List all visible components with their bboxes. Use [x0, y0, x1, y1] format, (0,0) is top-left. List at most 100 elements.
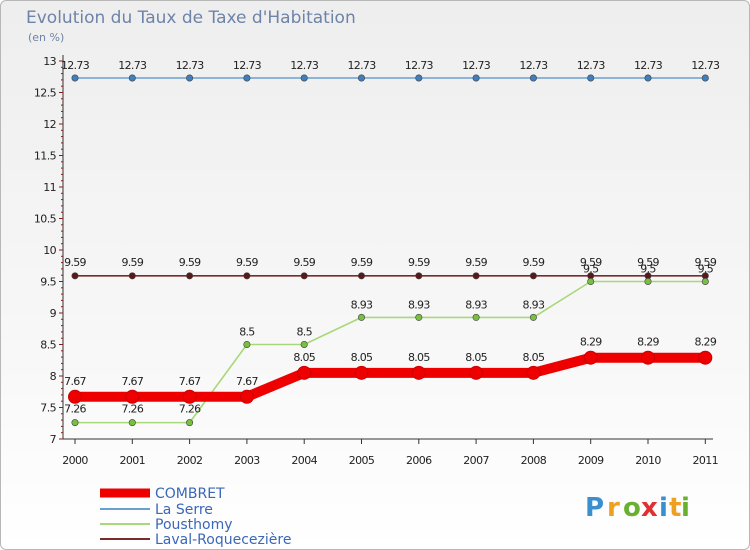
- data-point: [243, 272, 251, 280]
- data-label: 8.05: [408, 351, 430, 364]
- logo-letter: x: [641, 493, 658, 523]
- data-point: [641, 350, 655, 365]
- data-label: 9.5: [640, 263, 656, 276]
- data-point: [186, 74, 194, 82]
- data-point: [701, 277, 709, 285]
- data-point: [186, 419, 194, 427]
- data-label: 9.59: [179, 256, 201, 269]
- y-tick-label: 7.5: [40, 402, 56, 415]
- legend-label: Laval-Roquecezière: [155, 532, 291, 548]
- data-point: [415, 74, 423, 82]
- data-point: [186, 272, 194, 280]
- x-tick-label: 2010: [635, 454, 661, 467]
- x-tick-label: 2002: [177, 454, 203, 467]
- data-label: 9.5: [583, 263, 599, 276]
- y-tick-label: 7: [50, 433, 57, 446]
- data-label: 12.73: [61, 59, 90, 72]
- y-tick-label: 9: [50, 307, 57, 320]
- data-label: 12.73: [577, 59, 606, 72]
- data-label: 9.59: [580, 256, 602, 269]
- logo-letter: P: [585, 493, 604, 523]
- data-label: 9.59: [236, 256, 258, 269]
- data-point: [472, 272, 480, 280]
- data-point: [300, 272, 308, 280]
- logo-letter: o: [623, 493, 641, 523]
- data-point: [529, 272, 537, 280]
- data-label: 12.73: [348, 59, 377, 72]
- data-label: 7.26: [64, 403, 86, 416]
- data-point: [644, 74, 652, 82]
- data-labels: 12.73 12.73 12.73 12.73 12.73 12.73 12.73 12.73…: [61, 59, 721, 416]
- data-point: [182, 389, 197, 404]
- data-label: 12.73: [462, 59, 491, 72]
- chart-subtitle: (en %): [28, 31, 64, 44]
- data-label: 9.59: [523, 256, 545, 269]
- data-label: 12.73: [691, 59, 720, 72]
- legend-label: COMBRET: [155, 486, 225, 502]
- data-label: 9.5: [698, 263, 714, 276]
- y-tick-label: 11.5: [34, 150, 57, 163]
- data-label: 8.93: [523, 298, 545, 311]
- data-label: 7.67: [236, 375, 258, 388]
- y-tick-label: 10.5: [34, 213, 57, 226]
- y-tick-label: 10: [43, 244, 56, 257]
- data-label: 7.67: [64, 375, 86, 388]
- x-tick-label: 2007: [463, 454, 489, 467]
- x-tick-label: 2009: [578, 454, 604, 467]
- data-label: 9.59: [293, 256, 315, 269]
- logo-letter: i: [681, 493, 690, 523]
- data-label: 8.93: [351, 298, 373, 311]
- data-label: 8.29: [694, 336, 716, 349]
- data-point: [297, 365, 312, 380]
- data-label: 7.67: [179, 375, 201, 388]
- data-point: [587, 74, 595, 82]
- data-label: 9.59: [694, 256, 716, 269]
- logo-letter: i: [659, 493, 668, 523]
- data-label: 8.93: [465, 298, 487, 311]
- data-label: 9.59: [465, 256, 487, 269]
- x-tick-label: 2003: [234, 454, 260, 467]
- data-label: 9.59: [637, 256, 659, 269]
- data-label: 7.26: [121, 403, 143, 416]
- data-label: 8.05: [465, 351, 487, 364]
- data-label: 12.73: [176, 59, 205, 72]
- x-tick-label: 2004: [291, 454, 317, 467]
- series-line-pousthomy: [74, 280, 707, 424]
- data-label: 8.29: [580, 336, 602, 349]
- data-point: [529, 313, 537, 321]
- data-point: [472, 74, 480, 82]
- data-point: [357, 272, 365, 280]
- data-label: 9.59: [121, 256, 143, 269]
- data-label: 12.73: [405, 59, 434, 72]
- chart-title: Evolution du Taux de Taxe d'Habitation: [26, 8, 356, 28]
- data-point: [128, 272, 136, 280]
- data-point: [529, 74, 537, 82]
- data-label: 8.93: [408, 298, 430, 311]
- x-tick-label: 2001: [119, 454, 145, 467]
- data-point: [354, 365, 369, 380]
- data-point: [526, 365, 541, 380]
- logo-letter: r: [607, 493, 620, 523]
- y-tick-label: 8: [50, 370, 57, 383]
- data-point: [701, 74, 709, 82]
- data-label: 9.59: [408, 256, 430, 269]
- data-label: 8.05: [523, 351, 545, 364]
- data-point: [472, 313, 480, 321]
- data-point: [71, 272, 79, 280]
- data-label: 9.59: [351, 256, 373, 269]
- y-tick-label: 9.5: [40, 276, 56, 289]
- data-label: 8.05: [351, 351, 373, 364]
- y-tick-label: 12: [43, 118, 56, 131]
- data-point: [415, 272, 423, 280]
- x-tick-label: 2011: [692, 454, 718, 467]
- x-tick-label: 2000: [62, 454, 88, 467]
- axes: 7 7.5 8 8.5 9 9.5 10 10.5 11 11.5 12 12.5 13 2000 2001…: [34, 55, 719, 467]
- data-label: 12.73: [519, 59, 548, 72]
- x-tick-label: 2006: [406, 454, 432, 467]
- data-label: 12.73: [118, 59, 147, 72]
- data-point: [128, 74, 136, 82]
- y-tick-label: 13: [43, 55, 56, 68]
